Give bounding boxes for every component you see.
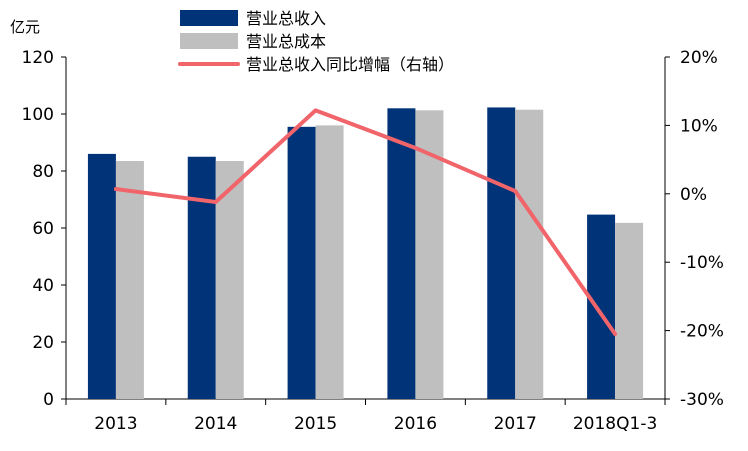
x-tick-label: 2017 <box>494 414 537 434</box>
right-tick-label: 0% <box>680 185 707 205</box>
legend-label: 营业总成本 <box>246 32 326 51</box>
left-tick-label: 60 <box>32 219 54 239</box>
legend-swatch-revenue <box>180 10 238 26</box>
x-tick-label: 2018Q1-3 <box>573 414 657 434</box>
revenue-bar <box>487 107 515 399</box>
left-axis-unit-label: 亿元 <box>10 18 40 36</box>
legend-label: 营业总收入 <box>246 9 326 28</box>
right-tick-label: 10% <box>680 116 718 136</box>
left-tick-label: 0 <box>43 390 54 410</box>
cost-bar <box>515 110 543 399</box>
x-tick-label: 2016 <box>394 414 437 434</box>
x-tick-label: 2013 <box>94 414 137 434</box>
revenue-bar <box>587 215 615 399</box>
revenue-bar <box>288 127 316 399</box>
left-tick-label: 120 <box>22 48 54 68</box>
legend-swatch-cost <box>180 33 238 49</box>
cost-bar <box>116 161 144 399</box>
right-tick-label: -20% <box>680 322 724 342</box>
left-tick-label: 80 <box>32 162 54 182</box>
revenue-bar <box>188 157 216 399</box>
left-tick-label: 20 <box>32 333 54 353</box>
revenue-bar <box>387 108 415 399</box>
x-tick-label: 2014 <box>194 414 237 434</box>
revenue-bar <box>88 154 116 399</box>
right-tick-label: -10% <box>680 253 724 273</box>
left-tick-label: 100 <box>22 105 54 125</box>
cost-bar <box>316 125 344 399</box>
right-tick-label: -30% <box>680 390 724 410</box>
cost-bar <box>615 223 643 399</box>
x-tick-label: 2015 <box>294 414 337 434</box>
left-tick-label: 40 <box>32 276 54 296</box>
legend-label: 营业总收入同比增幅（右轴） <box>246 55 454 74</box>
right-tick-label: 20% <box>680 48 718 68</box>
